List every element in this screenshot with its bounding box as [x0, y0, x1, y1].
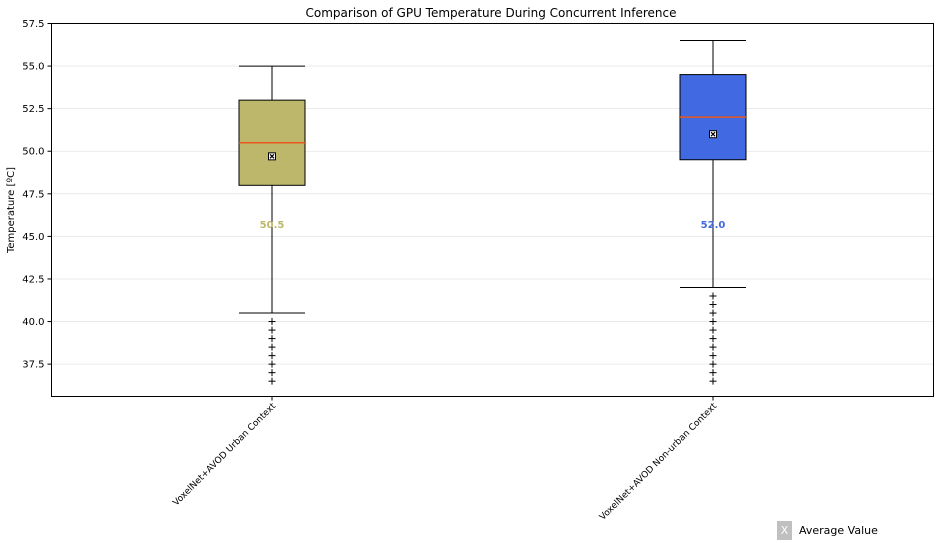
mean-marker-x	[710, 131, 716, 137]
outlier-point	[709, 335, 717, 343]
plot-area-border	[51, 23, 934, 397]
outlier-point	[709, 326, 717, 334]
outlier-point	[268, 343, 276, 351]
legend: X Average Value	[777, 520, 878, 540]
outlier-point	[709, 301, 717, 309]
outlier-point	[709, 352, 717, 360]
outlier-point	[709, 292, 717, 300]
outlier-point	[268, 352, 276, 360]
x-axis: VoxelNet+AVOD Urban Context VoxelNet+AVOD…	[171, 396, 719, 523]
outlier-point	[268, 369, 276, 377]
y-tick-label: 42.5	[22, 274, 44, 285]
box-urban: 50.5	[238, 65, 306, 385]
box-non-urban: 52.0	[679, 40, 747, 385]
x-tick-label: VoxelNet+AVOD Non-urban Context	[598, 401, 719, 522]
y-tick-label: 50.0	[22, 147, 44, 158]
outlier-point	[268, 360, 276, 368]
mean-marker-x	[269, 153, 275, 159]
outlier-point	[268, 335, 276, 343]
outlier-point	[709, 360, 717, 368]
outlier-point	[268, 326, 276, 334]
average-marker-icon: X	[777, 520, 792, 540]
y-tick-label: 37.5	[22, 360, 44, 371]
y-tick-label: 45.0	[22, 232, 44, 243]
median-value-label: 52.0	[701, 220, 726, 231]
y-tick-label: 52.5	[22, 104, 44, 115]
x-tick-label: VoxelNet+AVOD Urban Context	[171, 401, 278, 508]
outlier-point	[709, 318, 717, 326]
outlier-point	[268, 377, 276, 385]
y-tick-label: 57.5	[22, 19, 44, 30]
y-tick-label: 40.0	[22, 317, 44, 328]
outlier-point	[709, 343, 717, 351]
grid-lines	[51, 23, 934, 365]
boxes-group: 50.5 52.0	[238, 40, 747, 385]
y-axis: 37.5 40.0 42.5 45.0 47.5 50.0 52.5 55.0 57.5	[22, 19, 52, 371]
outlier-point	[709, 377, 717, 385]
y-tick-label: 47.5	[22, 189, 44, 200]
outlier-point	[268, 318, 276, 326]
chart-title: Comparison of GPU Temperature During Con…	[306, 6, 677, 20]
outlier-point	[709, 309, 717, 317]
y-axis-label: Temperature [ºC]	[6, 167, 17, 254]
legend-label: Average Value	[799, 523, 878, 537]
y-tick-label: 55.0	[22, 62, 44, 73]
outlier-point	[709, 369, 717, 377]
median-value-label: 50.5	[260, 220, 285, 231]
